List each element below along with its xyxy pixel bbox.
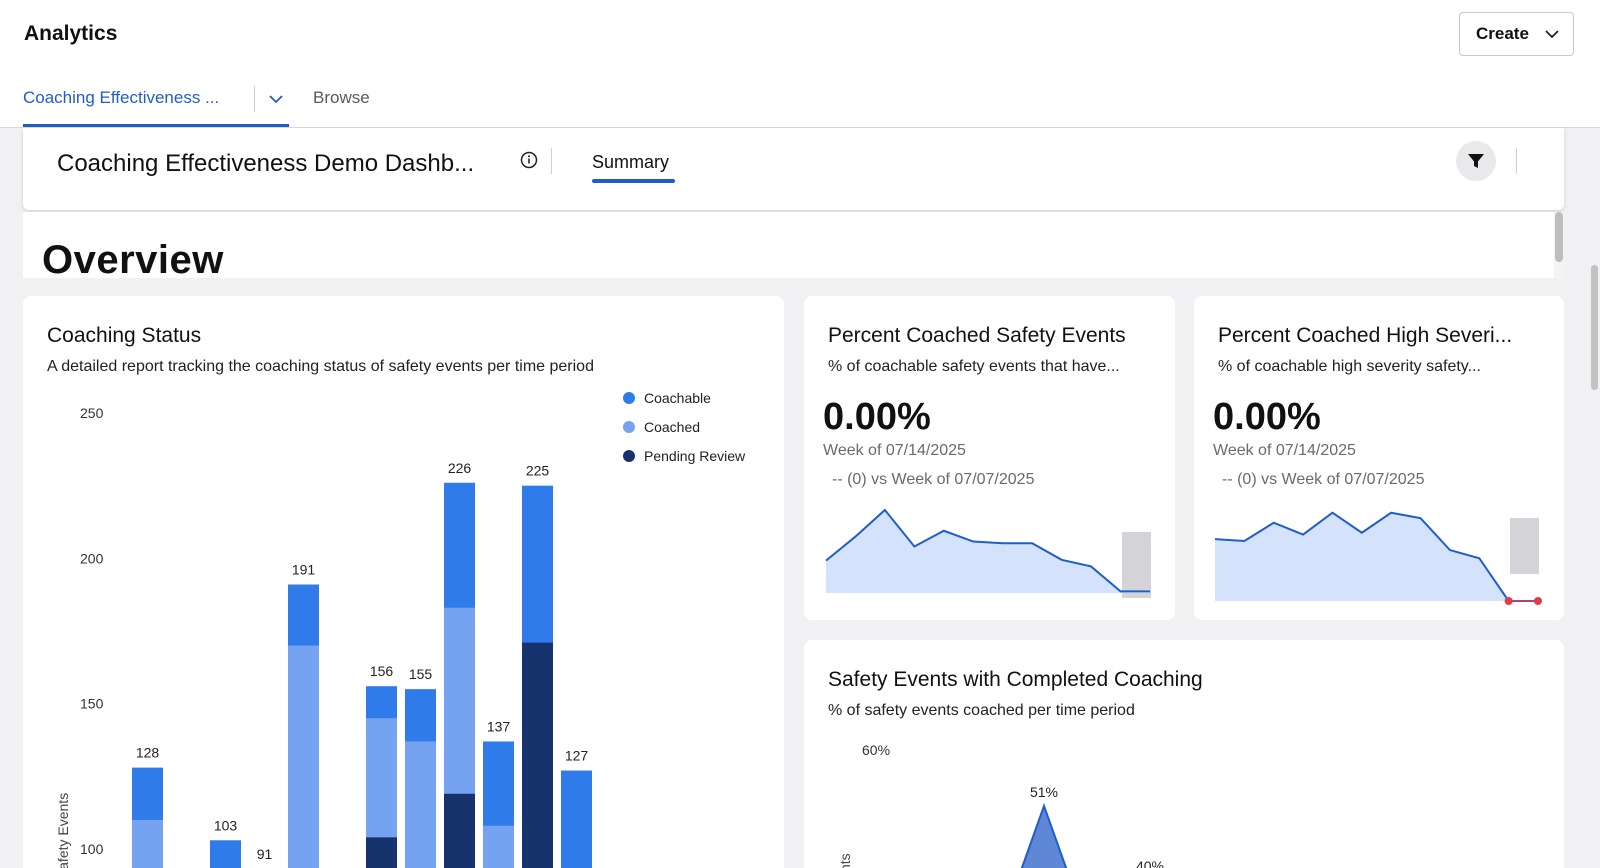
sparkline-line <box>1214 511 1538 602</box>
card-title: Percent Coached Safety Events <box>828 324 1126 347</box>
kpi-value: 0.00% <box>823 396 931 438</box>
legend-swatch <box>623 450 635 462</box>
tab-browse[interactable]: Browse <box>313 88 370 107</box>
kpi-comparison: -- (0) vs Week of 07/07/2025 <box>1222 471 1425 488</box>
legend-swatch <box>623 421 635 433</box>
bar-segment-coached <box>483 825 514 868</box>
y-axis-label: Safety Events <box>55 793 71 868</box>
sparkline-chart <box>1214 511 1542 605</box>
chevron-down-icon[interactable] <box>268 94 284 104</box>
bar-segment-coachable <box>210 840 241 868</box>
data-label: 51% <box>1030 784 1058 800</box>
scrollbar-thumb[interactable] <box>1555 212 1563 262</box>
data-label: 40% <box>1136 858 1164 868</box>
bar-total-label: 128 <box>136 745 160 761</box>
y-tick-label: 200 <box>80 550 104 566</box>
kpi-card-percent-coached: Percent Coached Safety Events % of coach… <box>804 296 1175 620</box>
card-title: Percent Coached High Severi... <box>1218 324 1513 347</box>
bar-segment-coached <box>405 741 436 868</box>
divider <box>551 148 552 174</box>
card-subtitle: % of coachable safety events that have..… <box>828 358 1120 375</box>
kpi-comparison: -- (0) vs Week of 07/07/2025 <box>832 471 1035 488</box>
card-subtitle: % of safety events coached per time peri… <box>828 702 1135 719</box>
active-tab-indicator <box>23 124 289 127</box>
legend-label: Pending Review <box>644 448 746 464</box>
completed-coaching-chart: 60% nts 51% 40% <box>837 742 1164 868</box>
tab-divider <box>254 86 255 112</box>
bar-segment-pending-review <box>366 837 397 868</box>
sparkline-line <box>825 508 1150 593</box>
bar-total-label: 127 <box>565 748 589 764</box>
kpi-value: 0.00% <box>1213 396 1321 438</box>
y-tick-label: 100 <box>80 841 104 857</box>
y-tick-label: 150 <box>80 696 104 712</box>
card-title: Safety Events with Completed Coaching <box>828 668 1203 691</box>
card-subtitle: % of coachable high severity safety... <box>1218 358 1481 375</box>
app-title: Analytics <box>24 22 118 45</box>
bar-total-label: 137 <box>487 718 511 734</box>
info-icon[interactable] <box>519 150 539 170</box>
y-tick-label: 250 <box>80 405 104 421</box>
page-scrollbar[interactable] <box>1591 265 1598 390</box>
card-subtitle: A detailed report tracking the coaching … <box>47 358 594 375</box>
bar-segment-coachable <box>561 770 592 868</box>
kpi-card-high-severity: Percent Coached High Severi... % of coac… <box>1194 296 1564 620</box>
dashboard-header: Coaching Effectiveness Demo Dashb... Sum… <box>23 128 1564 210</box>
legend-label: Coachable <box>644 390 711 406</box>
filter-icon <box>1468 154 1484 168</box>
divider <box>1516 148 1517 174</box>
y-tick-label: 60% <box>862 742 890 758</box>
dashboard-title: Coaching Effectiveness Demo Dashb... <box>57 150 475 177</box>
create-button-label: Create <box>1476 24 1529 43</box>
y-axis-label: nts <box>837 853 853 868</box>
bar-total-label: 226 <box>448 460 472 476</box>
create-button[interactable]: Create <box>1459 12 1574 56</box>
kpi-period: Week of 07/14/2025 <box>1213 442 1356 459</box>
current-period-highlight <box>1510 518 1539 574</box>
card-title: Coaching Status <box>47 324 202 347</box>
bar-total-label: 91 <box>257 846 273 862</box>
current-period-highlight <box>1122 532 1151 598</box>
chevron-down-icon <box>1545 30 1559 39</box>
bar-segment-pending-review <box>522 642 553 868</box>
sparkline-area <box>1215 512 1538 601</box>
overview-section: Overview <box>23 212 1554 278</box>
sparkline-chart <box>825 508 1151 598</box>
completed-coaching-card: Safety Events with Completed Coaching % … <box>804 640 1564 868</box>
legend-label: Coached <box>644 419 700 435</box>
filter-button[interactable] <box>1456 141 1496 181</box>
legend-swatch <box>623 392 635 404</box>
tab-coaching-effectiveness[interactable]: Coaching Effectiveness ... <box>23 88 220 107</box>
bar-total-label: 225 <box>526 463 550 479</box>
bar-total-label: 103 <box>214 817 238 833</box>
coaching-status-chart: 100 150 200 250 Safety Events 128 103 91 191 156 1… <box>55 390 746 868</box>
tab-summary[interactable]: Summary <box>592 152 670 172</box>
bar-total-label: 155 <box>409 666 433 682</box>
bar-total-label: 156 <box>370 663 394 679</box>
bar-segment-coached <box>132 819 163 868</box>
active-tab-indicator <box>592 179 675 183</box>
kpi-period: Week of 07/14/2025 <box>823 442 966 459</box>
top-header: Analytics Create Coaching Effectiveness … <box>0 0 1600 128</box>
section-title: Overview <box>42 238 224 278</box>
bar-total-label: 191 <box>292 561 316 577</box>
coaching-status-card: Coaching Status A detailed report tracki… <box>23 296 784 868</box>
sparkline-area <box>826 510 1150 593</box>
bar-segment-coached <box>288 645 319 868</box>
bar-segment-pending-review <box>444 793 475 868</box>
area-peak <box>1020 803 1068 868</box>
